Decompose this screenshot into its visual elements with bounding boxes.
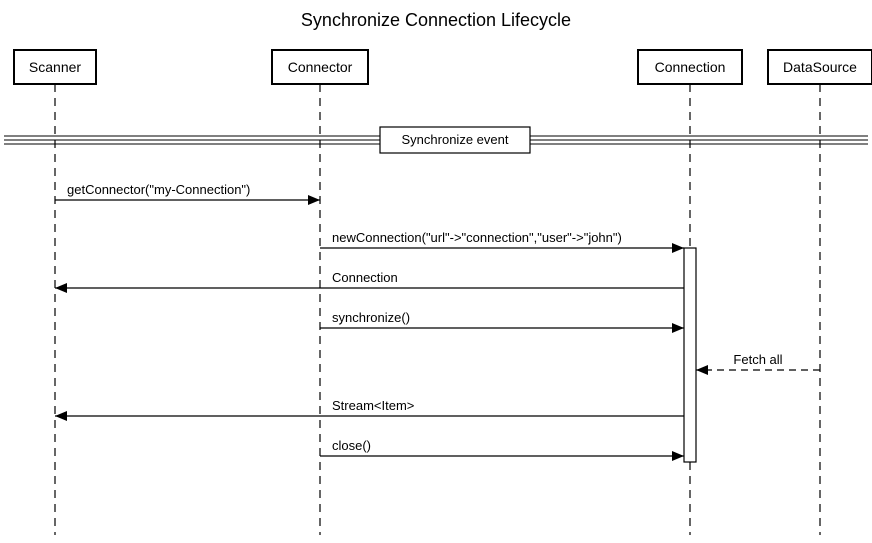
arrowhead — [672, 243, 684, 253]
divider-label: Synchronize event — [402, 132, 509, 147]
message-label-m3: Connection — [332, 270, 398, 285]
message-label-m4: synchronize() — [332, 310, 410, 325]
participant-label-datasource: DataSource — [783, 59, 857, 75]
participant-label-connector: Connector — [288, 59, 353, 75]
message-label-m7: close() — [332, 438, 371, 453]
message-label-m2: newConnection("url"->"connection","user"… — [332, 230, 622, 245]
message-label-m1: getConnector("my-Connection") — [67, 182, 250, 197]
arrowhead — [308, 195, 320, 205]
arrowhead — [672, 323, 684, 333]
participant-label-scanner: Scanner — [29, 59, 81, 75]
participant-label-connection: Connection — [655, 59, 726, 75]
message-label-m6: Stream<Item> — [332, 398, 414, 413]
activation-connection — [684, 248, 696, 462]
arrowhead — [696, 365, 708, 375]
arrowhead — [672, 451, 684, 461]
arrowhead — [55, 411, 67, 421]
arrowhead — [55, 283, 67, 293]
diagram-title: Synchronize Connection Lifecycle — [301, 10, 571, 30]
message-label-m5: Fetch all — [733, 352, 782, 367]
